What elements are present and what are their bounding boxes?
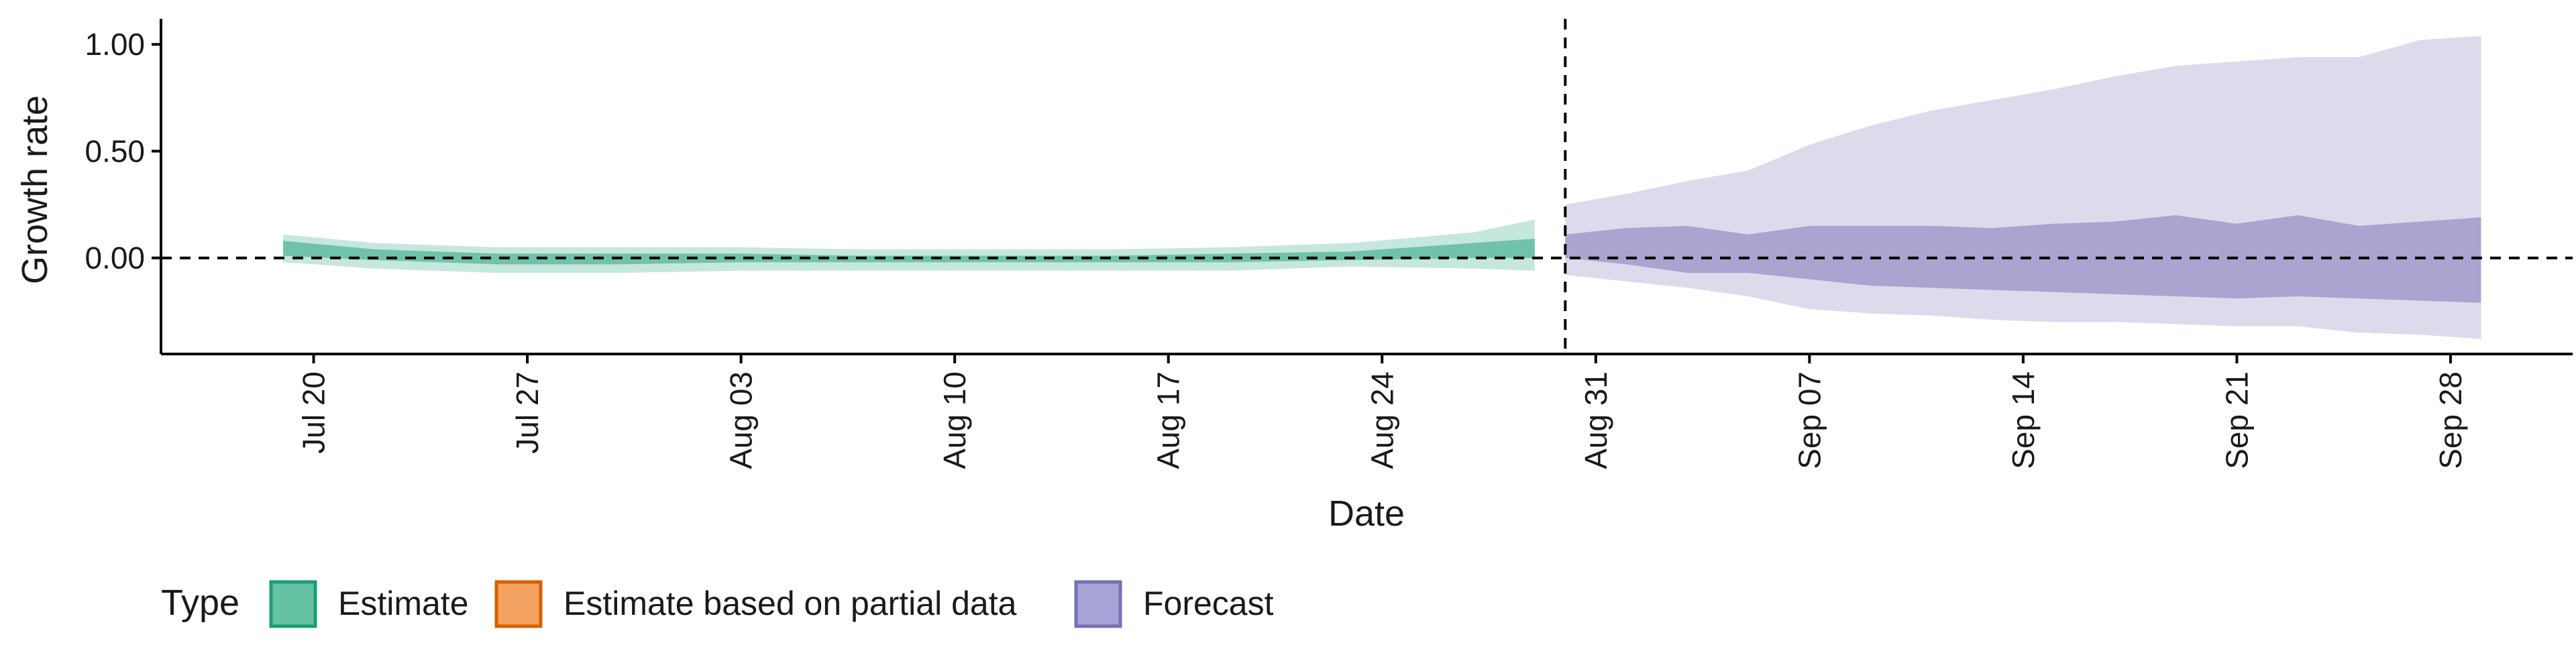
y-tick-label: 0.00 <box>85 241 145 276</box>
x-tick-label: Aug 31 <box>1578 371 1613 469</box>
y-axis-label: Growth rate <box>15 95 55 284</box>
y-tick-label: 0.50 <box>85 133 145 168</box>
legend: Type Estimate Estimate based on partial d… <box>161 580 1274 628</box>
x-tick-label: Aug 24 <box>1364 371 1399 469</box>
y-tick-label: 1.00 <box>85 27 145 62</box>
x-axis-ticks: Jul 20 Jul 27 Aug 03 Aug 10 Aug 17 Aug 24 Aug … <box>297 354 2468 469</box>
x-tick-label: Aug 10 <box>937 371 972 469</box>
axes <box>160 19 2573 355</box>
x-tick-label: Sep 14 <box>2006 371 2041 469</box>
x-tick-label: Jul 27 <box>510 371 545 454</box>
legend-label: Forecast <box>1143 585 1274 622</box>
bands-layer <box>283 36 2481 339</box>
y-axis-ticks: 0.00 0.50 1.00 <box>85 27 161 276</box>
x-tick-label: Aug 17 <box>1151 371 1186 469</box>
x-tick-label: Aug 03 <box>724 371 759 469</box>
legend-key <box>269 580 317 628</box>
x-tick-label: Sep 07 <box>1792 371 1827 469</box>
x-tick-label: Sep 28 <box>2433 371 2468 469</box>
x-tick-label: Jul 20 <box>297 371 331 454</box>
legend-title: Type <box>161 583 239 623</box>
x-tick-label: Sep 21 <box>2219 371 2254 469</box>
estimate-band-90 <box>283 219 1535 273</box>
legend-key <box>494 580 543 628</box>
reference-lines <box>161 19 2573 354</box>
legend-label: Estimate <box>338 585 469 622</box>
legend-label: Estimate based on partial data <box>564 585 1017 622</box>
legend-key <box>1074 580 1122 628</box>
x-axis-label: Date <box>1328 493 1405 534</box>
